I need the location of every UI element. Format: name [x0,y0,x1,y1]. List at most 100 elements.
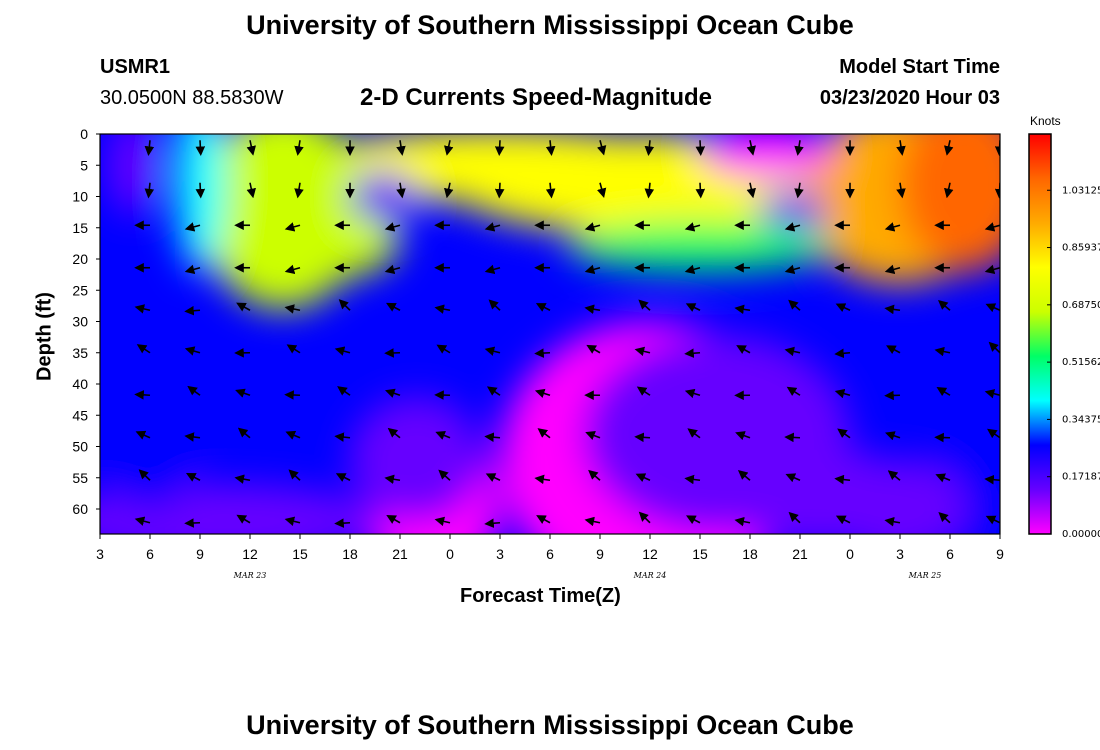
vector-arrow [436,344,451,354]
vector-arrow [935,473,951,483]
vector-arrow [938,299,951,311]
vector-arrow [294,182,304,199]
vector-arrow [985,303,1000,313]
vector-arrow [788,511,801,524]
heat-cell [350,396,484,522]
vector-arrow [485,473,501,482]
colorbar-unit: Knots [1030,114,1061,128]
vector-arrow [695,182,706,199]
y-tick-label: 5 [80,157,88,173]
x-tick-label: 3 [896,546,904,562]
vector-arrow [534,348,551,358]
date-label: MAR 25 [908,571,942,580]
vector-arrow [284,222,301,232]
colorbar: Knots 0.000000 0.171875 0.343750 0.515625 0.6… [1028,114,1100,540]
vector-arrow [785,473,801,483]
vector-arrow [746,140,756,156]
vector-arrow [788,299,801,311]
vector-arrow [486,386,501,396]
x-tick-label: 15 [692,546,708,562]
vector-arrow [634,432,651,443]
vector-arrow [784,264,801,274]
colorbar-tick-label: 0.171875 [1062,472,1100,483]
vector-arrow [687,428,701,439]
vector-arrow [438,469,451,481]
vector-arrow [596,140,607,156]
vector-arrow [385,302,401,312]
x-tick-label: 9 [596,546,604,562]
vector-arrow [834,388,851,399]
colorbar-tick-label: 0.000000 [1062,529,1100,540]
y-tick-label: 10 [72,189,88,205]
vector-arrow [134,304,151,314]
vector-arrow [288,469,301,481]
vector-arrow [534,474,551,485]
vector-arrow [284,304,301,314]
vector-arrow [934,346,951,357]
vector-arrows [134,140,1000,529]
y-tick-label: 50 [72,439,88,455]
vector-arrow [784,346,801,357]
x-tick-label: 21 [792,546,808,562]
vector-arrow [896,182,906,199]
vector-arrow [387,427,401,439]
heat-cell [833,459,967,534]
vector-arrow [535,303,551,312]
vector-arrow [684,348,701,358]
vector-arrow [184,346,201,356]
vector-arrow [584,264,601,274]
vector-arrow [887,470,901,481]
vector-arrow [484,432,501,443]
y-axis-title: Depth (ft) [33,292,56,381]
vector-arrow [988,341,1000,354]
vector-arrow [236,302,251,312]
vector-arrow [644,182,655,199]
vector-arrow [886,345,901,355]
vector-arrow [187,385,201,396]
vector-arrow [884,516,901,527]
vector-arrow [735,431,751,441]
vector-arrow [338,299,351,311]
vector-arrow [685,515,701,525]
y-tick-label: 55 [72,470,88,486]
vector-arrow [545,182,556,199]
station-coords: 30.0500N 88.5830W [100,87,284,109]
x-tick-label: 12 [642,546,658,562]
vector-arrow [337,386,351,396]
vector-arrow [884,222,901,232]
heat-cell [108,134,159,216]
vector-arrow [634,346,651,357]
x-tick-label: 6 [146,546,154,562]
vector-arrow [896,140,906,156]
heat-cell [100,384,200,509]
vector-arrow [294,140,304,156]
vector-arrow [834,348,851,359]
vector-arrow [794,140,804,156]
vector-arrow [884,304,901,315]
x-tick-label: 21 [392,546,408,562]
x-tick-label: 6 [946,546,954,562]
vector-arrow [545,140,556,156]
vector-arrow [386,514,401,524]
vector-arrow [138,469,151,481]
vector-arrow [987,428,1000,439]
vector-arrow [638,511,651,524]
vector-arrow [984,264,1000,274]
x-tick-label: 9 [996,546,1004,562]
vector-arrow [184,305,201,316]
vector-arrow [484,264,501,274]
vector-arrow [884,264,901,274]
colorbar-tick-label: 0.859375 [1062,243,1100,254]
model-start-time: 03/23/2020 Hour 03 [819,87,1000,109]
vector-arrow [484,222,501,232]
heat-cell [350,171,417,222]
x-tick-label: 18 [342,546,358,562]
vector-arrow [784,432,801,443]
vector-arrow [396,140,406,156]
vector-arrow [286,344,301,354]
x-tick-label: 3 [496,546,504,562]
model-start-label: Model Start Time [839,56,1000,78]
y-tick-label: 25 [72,282,88,298]
heat-cell [700,134,834,178]
